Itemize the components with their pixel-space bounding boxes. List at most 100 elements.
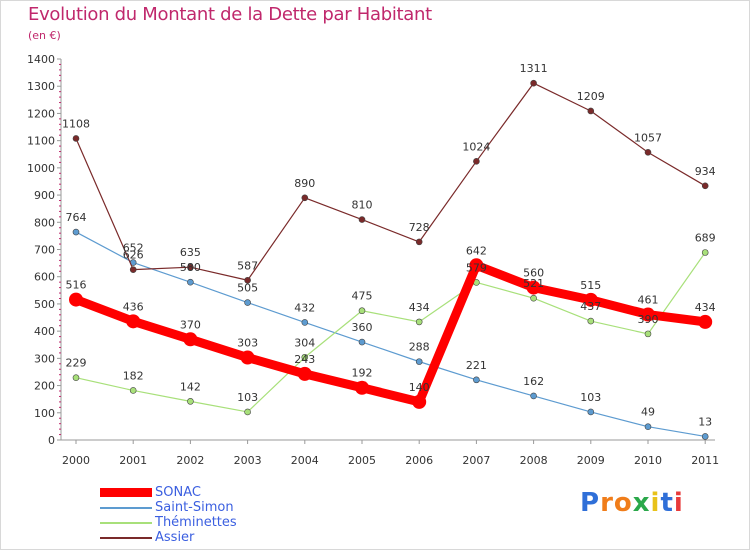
x-tick-label: 2006 (405, 454, 433, 467)
data-label-sonac: 434 (695, 301, 716, 314)
x-tick-label: 2007 (462, 454, 490, 467)
data-point-theminettes (358, 307, 366, 315)
data-point-theminettes (530, 294, 537, 302)
data-label-sonac: 370 (180, 318, 201, 331)
logo-letter: P (580, 488, 601, 518)
data-label-saint-simon: 13 (698, 415, 712, 428)
data-point-theminettes (701, 249, 709, 256)
data-label-assier: 1057 (634, 131, 662, 144)
data-label-theminettes: 103 (237, 391, 258, 404)
data-label-sonac: 642 (466, 244, 487, 257)
data-label-theminettes: 182 (123, 369, 144, 382)
data-point-assier (358, 216, 366, 223)
y-tick-label: 600 (34, 271, 55, 284)
data-label-theminettes: 390 (638, 313, 659, 326)
data-label-saint-simon: 162 (523, 375, 544, 388)
data-point-assier (129, 266, 137, 273)
legend-label-sonac: SONAC (155, 485, 201, 500)
x-tick-label: 2003 (234, 454, 262, 467)
data-label-sonac: 243 (294, 353, 315, 366)
data-label-saint-simon: 49 (641, 406, 655, 419)
x-tick-label: 2009 (577, 454, 605, 467)
data-label-saint-simon: 221 (466, 359, 487, 372)
legend-swatch-theminettes (100, 521, 152, 524)
data-point-saint-simon (72, 228, 80, 236)
data-label-sonac: 303 (237, 337, 258, 350)
data-point-assier (301, 194, 309, 202)
data-point-saint-simon (701, 433, 709, 440)
data-point-sonac (126, 314, 141, 329)
series-line-sonac (71, 260, 710, 407)
x-tick-label: 2010 (634, 454, 662, 467)
data-label-saint-simon: 288 (409, 341, 430, 354)
y-tick-label: 400 (34, 325, 55, 338)
data-point-sonac (240, 350, 255, 365)
data-label-assier: 1209 (577, 90, 605, 103)
data-point-sonac (698, 314, 713, 329)
x-tick-label: 2005 (348, 454, 376, 467)
data-label-sonac: 192 (352, 367, 373, 380)
data-point-sonac (469, 258, 484, 273)
data-label-assier: 934 (695, 165, 716, 178)
data-label-theminettes: 475 (352, 290, 373, 303)
y-tick-label: 800 (34, 216, 55, 229)
data-point-saint-simon (244, 299, 251, 306)
data-point-assier (530, 79, 537, 87)
data-point-assier (244, 276, 251, 284)
data-point-assier (415, 238, 423, 246)
legend-label-saint-simon: Saint-Simon (155, 500, 234, 515)
data-label-sonac: 436 (123, 300, 144, 313)
data-label-assier: 810 (352, 199, 373, 212)
y-tick-label: 1200 (27, 107, 55, 120)
data-point-sonac (183, 332, 198, 347)
chart-title: Evolution du Montant de la Dette par Hab… (28, 4, 432, 25)
x-tick-label: 2001 (119, 454, 147, 467)
logo-letter: t (660, 488, 674, 518)
data-point-theminettes (587, 317, 595, 325)
y-tick-label: 1300 (27, 80, 55, 93)
proxiti-logo: Proxiti (580, 488, 684, 518)
data-label-saint-simon: 505 (237, 282, 258, 295)
y-tick-label: 200 (34, 380, 55, 393)
data-point-assier (72, 135, 80, 142)
data-point-saint-simon (415, 358, 423, 365)
data-point-sonac (641, 307, 655, 322)
data-point-theminettes (644, 330, 652, 338)
data-point-saint-simon (301, 319, 309, 326)
y-tick-label: 100 (34, 407, 55, 420)
data-label-assier: 1108 (62, 117, 90, 130)
data-label-sonac: 461 (638, 294, 659, 307)
data-label-saint-simon: 580 (180, 261, 201, 274)
data-point-sonac (526, 280, 541, 295)
data-label-sonac: 516 (66, 279, 87, 292)
data-label-sonac: 140 (409, 381, 430, 394)
data-label-assier: 635 (180, 246, 201, 259)
data-point-theminettes (415, 318, 423, 326)
data-point-theminettes (72, 374, 80, 381)
series-line-assier (75, 82, 706, 281)
y-tick-label: 0 (48, 434, 55, 447)
data-label-saint-simon: 652 (123, 242, 144, 255)
data-point-assier (187, 263, 194, 271)
y-tick-label: 1400 (27, 53, 55, 66)
y-tick-label: 500 (34, 298, 55, 311)
data-label-assier: 587 (237, 259, 258, 272)
legend-label-assier: Assier (155, 530, 195, 545)
logo-letter: x (632, 488, 651, 518)
data-point-assier (587, 107, 595, 115)
y-tick-label: 1000 (27, 162, 55, 175)
data-point-saint-simon (358, 338, 366, 346)
data-label-assier: 1311 (520, 62, 548, 75)
data-point-sonac (297, 366, 312, 381)
data-point-saint-simon (587, 408, 595, 416)
x-tick-label: 2008 (520, 454, 548, 467)
data-label-theminettes: 142 (180, 380, 201, 393)
series-line-theminettes (75, 251, 706, 413)
data-label-theminettes: 437 (580, 300, 601, 313)
data-label-assier: 890 (294, 177, 315, 190)
data-label-assier: 1024 (462, 140, 490, 153)
x-tick-label: 2004 (291, 454, 319, 467)
data-label-saint-simon: 360 (352, 321, 373, 334)
legend-swatch-sonac (100, 488, 152, 497)
